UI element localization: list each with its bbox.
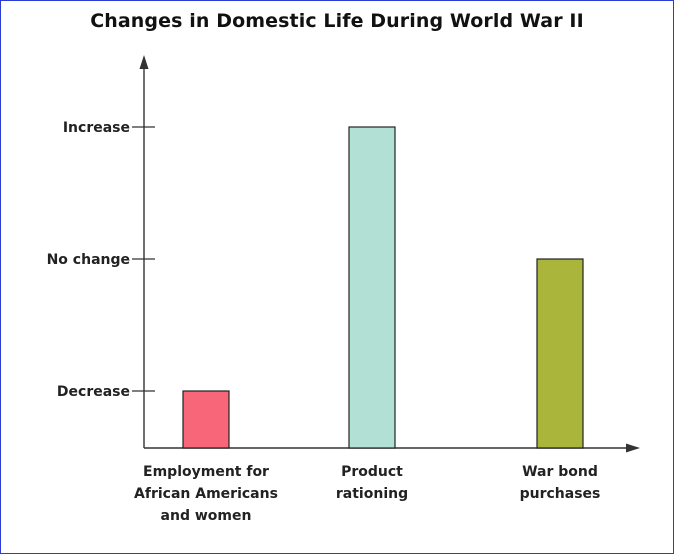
y-tick-label: Increase (63, 120, 130, 136)
chart-title: Changes in Domestic Life During World Wa… (90, 10, 584, 32)
chart-bars (182, 126, 584, 449)
category-label: Employment for African Americans and women (134, 464, 278, 524)
bar (182, 390, 230, 449)
category-label: War bond purchases (520, 464, 601, 502)
bar (536, 258, 584, 449)
y-tick-label: No change (47, 252, 130, 268)
x-axis-arrow-icon (626, 443, 640, 453)
chart-labels: Decrease No change Increase Employment for A… (47, 120, 601, 524)
y-axis-arrow-icon (139, 55, 149, 69)
category-label: Product rationing (336, 464, 408, 502)
bar (348, 126, 396, 449)
y-tick-label: Decrease (57, 384, 130, 400)
